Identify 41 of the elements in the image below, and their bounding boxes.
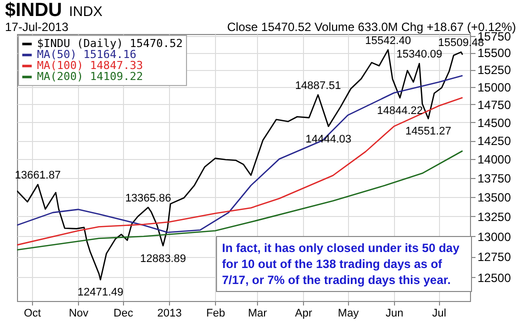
annotation: 15340.09 — [396, 48, 442, 61]
annotation: 13661.87 — [14, 170, 61, 182]
y-tick-label: 13250 — [478, 210, 512, 224]
x-tick-label: Oct — [24, 308, 41, 320]
annotation: 13365.86 — [125, 192, 172, 204]
x-tick-label: 2013 — [157, 308, 182, 320]
legend-label: $INDU (Daily) 15470.52 — [37, 37, 183, 50]
text: INDX — [69, 3, 104, 19]
x-tick-label: Mar — [248, 308, 268, 320]
x-tick-label: Dec — [114, 308, 134, 320]
x-tick-label: Nov — [68, 308, 89, 320]
chart-title: $INDU — [5, 0, 62, 21]
annotation: 14844.22 — [377, 104, 423, 117]
y-tick-label: 14000 — [478, 152, 512, 166]
x-tick-label: Feb — [206, 308, 226, 320]
y-tick-label: 14750 — [478, 98, 512, 112]
annotation: 15542.40 — [365, 34, 411, 47]
y-tick-label: 14250 — [478, 134, 512, 148]
x-tick-label: May — [338, 308, 360, 320]
chart-subtitle: 17-Jul-2013 — [5, 20, 69, 34]
annotation: 14551.27 — [405, 126, 452, 138]
y-tick-label: 13500 — [478, 190, 512, 204]
y-tick-label: 15000 — [478, 80, 512, 94]
annotation: 14887.51 — [295, 80, 341, 92]
annotation: In fact, it has only closed under its 50 day for 10 out of the 138 trading days as of 7/17, or 7% of the trading days this year. — [216, 236, 472, 292]
y-tick-label: 15250 — [478, 63, 512, 78]
legend-label: MA(100) 14847.33 — [37, 59, 143, 72]
x-tick-label: Jul — [432, 308, 446, 320]
legend-label: MA(50) 15164.16 — [37, 48, 136, 61]
y-tick-label: 12500 — [478, 270, 512, 285]
text: Close 15470.52 Volume 633.0M Chg +18.67 (+0.12%) — [227, 20, 516, 34]
x-tick-label: Apr — [295, 308, 312, 320]
annotation: 12471.49 — [78, 286, 124, 299]
y-tick-label: 15500 — [478, 46, 512, 60]
y-tick-label: 12750 — [478, 250, 512, 264]
x-tick-label: Jun — [386, 308, 404, 320]
annotation: 12883.89 — [140, 252, 186, 265]
y-tick-label: 13000 — [478, 230, 512, 244]
y-tick-label: 14500 — [478, 116, 512, 130]
y-tick-label: 13750 — [478, 171, 512, 186]
legend-label: MA(200) 14109.22 — [37, 70, 143, 83]
